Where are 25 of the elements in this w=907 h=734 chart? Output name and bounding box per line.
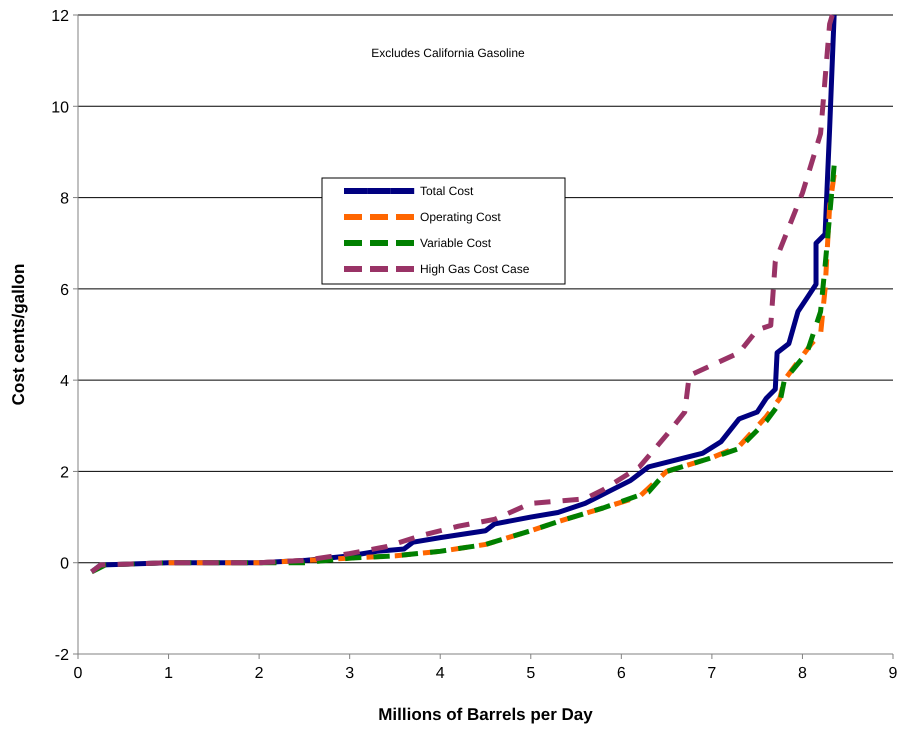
x-tick-label: 6 (616, 665, 626, 682)
x-tick-label: 3 (345, 665, 354, 682)
y-tick-label: 12 (51, 8, 70, 25)
x-tick-label: 8 (798, 665, 807, 682)
y-tick-label: -2 (54, 647, 70, 664)
y-tick-label: 6 (60, 282, 70, 299)
y-tick-label: 4 (60, 373, 70, 390)
x-tick-label: 2 (254, 665, 264, 682)
x-tick-label: 4 (436, 665, 445, 682)
y-tick-label: 0 (60, 556, 70, 573)
x-tick-label: 0 (74, 665, 83, 682)
legend-label: High Gas Cost Case (420, 262, 530, 276)
legend-label: Operating Cost (420, 210, 502, 224)
x-tick-label: 9 (888, 665, 898, 682)
legend-label: Variable Cost (420, 236, 492, 250)
x-tick-label: 5 (526, 665, 536, 682)
annotation: Excludes California Gasoline (371, 46, 526, 60)
y-axis-title: Cost cents/gallon (9, 264, 28, 406)
y-tick-label: 8 (60, 190, 70, 208)
x-axis-title: Millions of Barrels per Day (378, 705, 594, 724)
x-tick-label: 7 (707, 665, 716, 682)
y-tick-label: 2 (60, 464, 70, 482)
y-tick-label: 10 (51, 99, 70, 116)
x-tick-label: 1 (164, 665, 174, 682)
legend-label: Total Cost (420, 184, 474, 198)
